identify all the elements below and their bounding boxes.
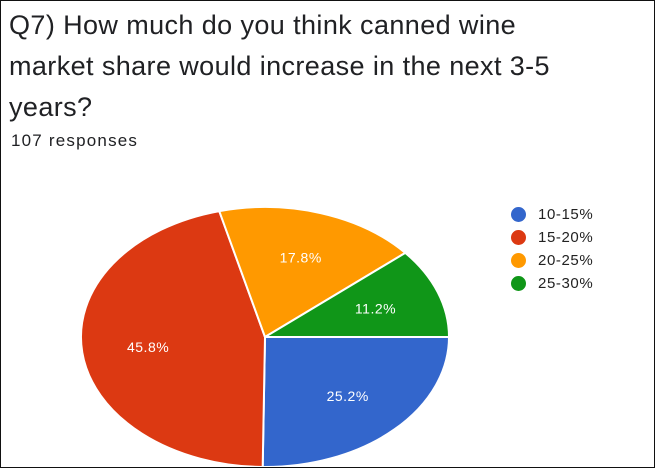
pie-slice-label: 11.2% <box>355 300 396 316</box>
legend-label: 25-30% <box>538 275 594 292</box>
legend-swatch-icon <box>511 207 526 222</box>
legend: 10-15% 15-20% 20-25% 25-30% <box>511 203 593 295</box>
question-title: Q7) How much do you think canned wine ma… <box>9 5 550 128</box>
pie-slice-25-30%[interactable] <box>264 251 450 338</box>
pie-slice-20-25%[interactable] <box>218 206 407 338</box>
question-title-line-2: market share would increase in the next … <box>9 51 550 81</box>
legend-label: 10-15% <box>538 206 594 223</box>
legend-swatch-icon <box>511 253 526 268</box>
question-title-line-1: Q7) How much do you think canned wine <box>9 10 517 40</box>
legend-item[interactable]: 20-25% <box>511 249 593 272</box>
legend-item[interactable]: 10-15% <box>511 203 593 226</box>
pie-slice-label: 17.8% <box>280 250 322 266</box>
legend-label: 15-20% <box>538 229 594 246</box>
legend-item[interactable]: 25-30% <box>511 272 593 295</box>
pie-slice-10-15%[interactable] <box>261 336 450 467</box>
pie-slice-15-20%[interactable] <box>80 210 266 467</box>
legend-swatch-icon <box>511 276 526 291</box>
legend-label: 20-25% <box>538 252 594 269</box>
legend-item[interactable]: 15-20% <box>511 226 593 249</box>
legend-swatch-icon <box>511 230 526 245</box>
pie-slice-label: 45.8% <box>127 339 169 355</box>
question-title-line-3: years? <box>9 92 93 122</box>
responses-count: 107 responses <box>11 131 139 150</box>
pie-slice-label: 25.2% <box>327 388 369 404</box>
